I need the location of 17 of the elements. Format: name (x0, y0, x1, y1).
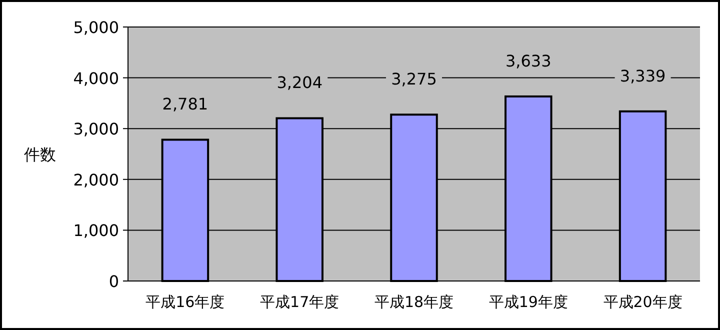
data-label: 2,781 (162, 94, 208, 114)
data-label: 3,275 (391, 70, 437, 89)
x-tick-label: 平成17年度 (260, 293, 340, 311)
data-label: 3,339 (620, 66, 666, 86)
x-tick-label: 平成19年度 (488, 293, 568, 311)
data-label: 3,204 (276, 73, 323, 92)
x-tick-label: 平成16年度 (146, 293, 225, 311)
y-tick-label: 1,000 (73, 221, 119, 240)
y-tick-label: 2,000 (73, 170, 119, 190)
x-tick-label: 平成18年度 (374, 293, 454, 311)
y-tick-label: 3,000 (73, 120, 119, 139)
y-axis-title: 件数 (24, 145, 56, 164)
y-tick-label: 5,000 (73, 18, 119, 37)
y-tick-label: 4,000 (73, 68, 119, 88)
data-label: 3,633 (505, 51, 552, 70)
x-tick-label: 平成20年度 (603, 293, 682, 311)
y-tick-label: 0 (108, 272, 119, 291)
